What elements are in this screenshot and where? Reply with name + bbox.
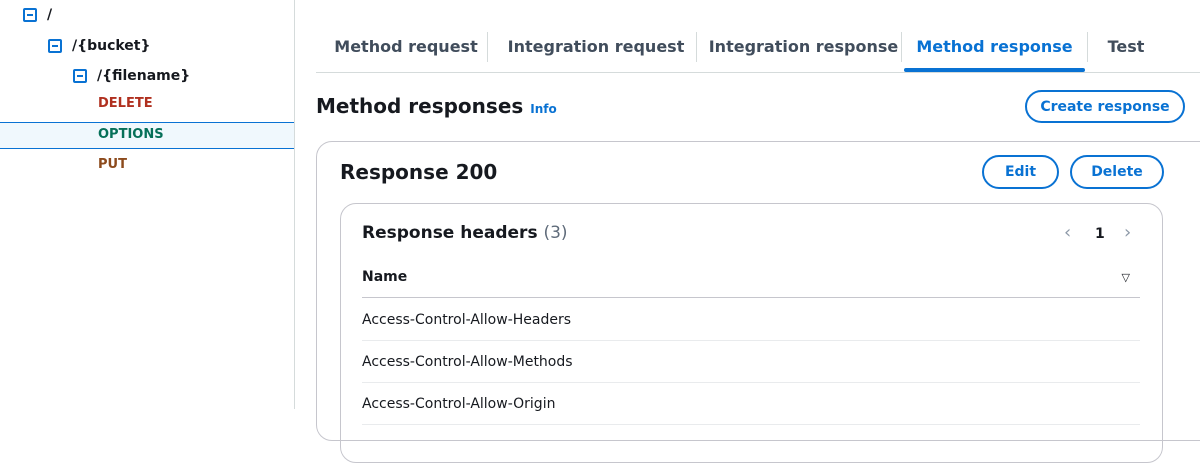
table-title-text: Response headers [362,223,538,243]
response-title: Response 200 [340,160,498,184]
tab-integration-request[interactable]: Integration request [507,37,685,56]
tab-divider [487,32,488,62]
tree-method-delete[interactable]: DELETE [98,96,153,111]
create-response-button[interactable]: Create response [1025,90,1185,123]
tab-method-request[interactable]: Method request [334,37,478,56]
tab-method-response[interactable]: Method response [904,30,1085,72]
tab-bar: Method request Integration request Integ… [316,30,1200,73]
tree-node-root[interactable]: / [23,5,52,25]
page-number[interactable]: 1 [1095,226,1105,242]
info-link[interactable]: Info [530,102,557,116]
tree-node-label: /{bucket} [72,38,151,54]
column-header-label: Name [362,269,408,285]
sort-icon[interactable]: ▽ [1121,271,1130,284]
tab-test[interactable]: Test [1107,37,1145,56]
collapse-icon[interactable] [48,39,62,53]
table-count: (3) [543,223,568,243]
table-row: Access-Control-Allow-Origin [362,383,1140,425]
tab-divider [696,32,697,62]
tab-divider [901,32,902,62]
tree-node-bucket[interactable]: /{bucket} [48,36,150,56]
table-title: Response headers (3) [362,223,568,243]
tree-node-label: / [47,7,53,23]
collapse-icon[interactable] [23,8,37,22]
tab-label: Method response [916,37,1073,56]
selected-row-highlight [0,122,294,149]
next-page-icon[interactable]: › [1124,222,1132,243]
tab-divider [1087,32,1088,62]
section-title: Method responses Info [316,94,557,118]
tree-node-label: /{filename} [97,68,191,84]
prev-page-icon[interactable]: ‹ [1064,222,1072,243]
tree-method-put[interactable]: PUT [98,157,127,172]
tree-node-filename[interactable]: /{filename} [73,66,190,86]
section-title-text: Method responses [316,94,524,118]
tree-method-options[interactable]: OPTIONS [98,127,164,142]
edit-button[interactable]: Edit [982,155,1059,189]
table-row: Access-Control-Allow-Methods [362,341,1140,383]
table-row: Access-Control-Allow-Headers [362,299,1140,341]
delete-button[interactable]: Delete [1070,155,1164,189]
column-header-name[interactable]: Name ▽ [362,257,1140,298]
resource-tree: / /{bucket} /{filename} DELETE OPTIONS P… [0,0,295,409]
collapse-icon[interactable] [73,69,87,83]
tab-integration-response[interactable]: Integration response [708,37,899,56]
active-tab-indicator [904,68,1085,72]
